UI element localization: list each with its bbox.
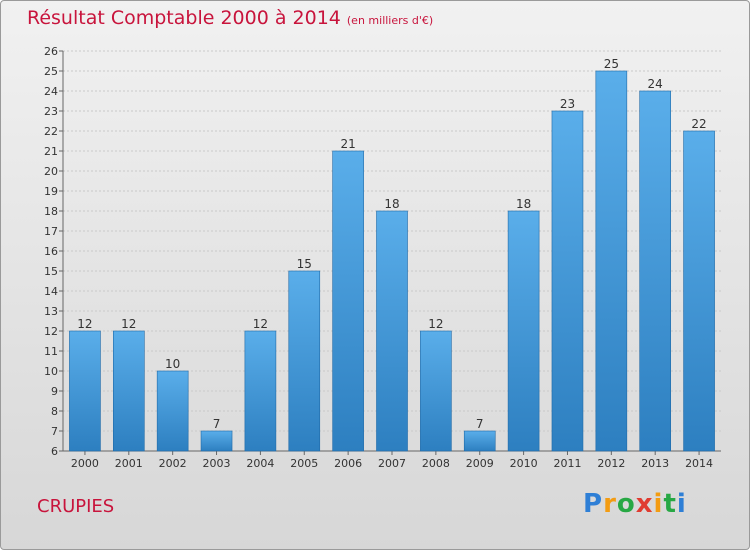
y-tick-label: 15 — [44, 265, 58, 278]
logo-letter: i — [653, 489, 664, 519]
data-label: 12 — [253, 317, 268, 331]
y-tick-label: 26 — [44, 45, 58, 58]
logo-letter: x — [635, 489, 654, 519]
bar — [683, 130, 715, 452]
bar — [595, 70, 628, 452]
data-label: 12 — [77, 317, 92, 331]
y-tick-label: 22 — [44, 125, 58, 138]
data-label: 23 — [560, 97, 575, 111]
bar — [332, 150, 364, 452]
y-tick-label: 24 — [44, 85, 58, 98]
bar — [551, 110, 584, 452]
data-label: 12 — [121, 317, 136, 331]
x-tick-label: 2000 — [71, 457, 99, 470]
y-tick-label: 8 — [51, 405, 58, 418]
logo-letter: P — [583, 489, 604, 519]
chart-title-text: Résultat Comptable 2000 à 2014 — [27, 7, 341, 29]
data-label: 25 — [604, 57, 619, 71]
x-tick-label: 2010 — [510, 457, 538, 470]
logo-letter: t — [663, 489, 677, 519]
data-labels: 12 12 10 7 12 15 21 18 12 7 18 23 25 24 22 — [77, 57, 706, 431]
x-tick-label: 2013 — [641, 457, 669, 470]
bar — [639, 90, 672, 452]
proxiti-logo: Proxiti — [583, 489, 687, 519]
y-tick-label: 19 — [44, 185, 58, 198]
y-tick-label: 16 — [44, 245, 58, 258]
y-tick-label: 6 — [51, 445, 58, 458]
y-tick-label: 17 — [44, 225, 58, 238]
y-tick-label: 14 — [44, 285, 58, 298]
data-label: 18 — [516, 197, 531, 211]
data-label: 24 — [648, 77, 663, 91]
data-label: 15 — [297, 257, 312, 271]
chart-title: Résultat Comptable 2000 à 2014 (en millie… — [27, 7, 433, 29]
logo-letter: r — [603, 489, 617, 519]
bar — [288, 270, 321, 452]
data-label: 10 — [165, 357, 180, 371]
x-tick-label: 2008 — [422, 457, 450, 470]
y-tick-label: 20 — [44, 165, 58, 178]
y-tick-label: 23 — [44, 105, 58, 118]
x-tick-label: 2005 — [290, 457, 318, 470]
bars — [69, 70, 715, 452]
y-tick-labels: 6 7 8 9 10 11 12 13 14 15 16 17 18 19 20 21 22 23 24 25 26 — [44, 45, 58, 458]
x-tick-label: 2014 — [685, 457, 713, 470]
x-tick-label: 2004 — [246, 457, 274, 470]
data-label: 7 — [213, 417, 221, 431]
bar — [200, 430, 233, 452]
y-tick-label: 25 — [44, 65, 58, 78]
y-tick-label: 7 — [51, 425, 58, 438]
x-tick-labels: 2000 2001 2002 2003 2004 2005 2006 2007 2008 2009… — [71, 457, 713, 470]
data-label: 12 — [428, 317, 443, 331]
x-tick-label: 2006 — [334, 457, 362, 470]
bar — [69, 330, 101, 452]
y-tick-label: 9 — [51, 385, 58, 398]
bar — [156, 370, 189, 452]
data-label: 18 — [384, 197, 399, 211]
data-label: 7 — [476, 417, 484, 431]
logo-letter: o — [616, 489, 636, 519]
y-tick-label: 12 — [44, 325, 58, 338]
x-tick-label: 2002 — [159, 457, 187, 470]
data-label: 21 — [340, 137, 355, 151]
chart-unit-note: (en milliers d'€) — [346, 14, 434, 27]
bar — [420, 330, 452, 452]
bar — [376, 210, 408, 452]
logo-letter: i — [676, 489, 687, 519]
x-tick-label: 2007 — [378, 457, 406, 470]
bar — [113, 330, 145, 452]
x-tick-label: 2011 — [553, 457, 581, 470]
bar — [463, 430, 496, 452]
bar — [244, 330, 277, 452]
y-tick-label: 13 — [44, 305, 58, 318]
y-tick-label: 21 — [44, 145, 58, 158]
data-label: 22 — [691, 117, 706, 131]
bar — [507, 210, 540, 452]
commune-name: CRUPIES — [37, 496, 115, 517]
x-tick-label: 2012 — [597, 457, 625, 470]
x-tick-label: 2003 — [203, 457, 231, 470]
y-tick-label: 10 — [44, 365, 58, 378]
x-tick-label: 2001 — [115, 457, 143, 470]
y-tick-label: 18 — [44, 205, 58, 218]
x-tick-label: 2009 — [466, 457, 494, 470]
y-tick-label: 11 — [44, 345, 58, 358]
